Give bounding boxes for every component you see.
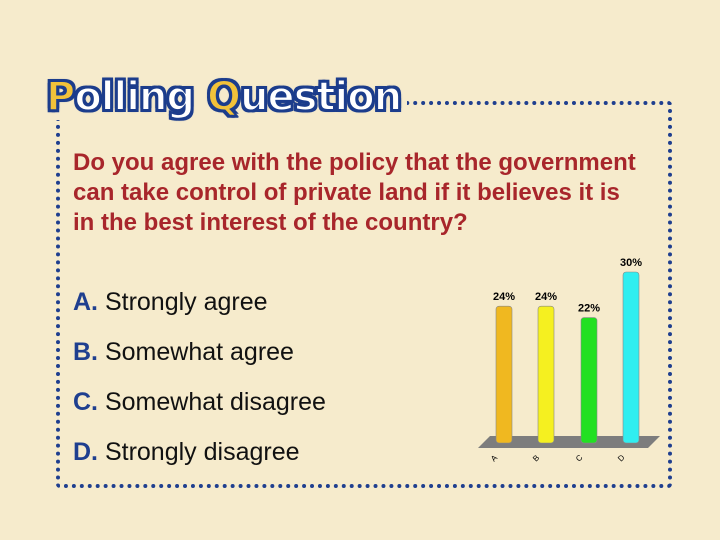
question-text: Do you agree with the policy that the go… xyxy=(73,149,636,236)
data-label: 24% xyxy=(535,291,557,303)
data-label: 30% xyxy=(620,257,642,269)
bar-D xyxy=(622,271,640,444)
category-label: A xyxy=(489,453,500,464)
data-label: 24% xyxy=(493,291,515,303)
polling-question-logo: Polling Question xyxy=(40,73,408,121)
data-label: 22% xyxy=(578,303,600,315)
answer-b: B. Somewhat agree xyxy=(73,338,294,366)
bar-B xyxy=(537,305,555,444)
category-label: D xyxy=(616,453,627,464)
answer-d: D. Strongly disagree xyxy=(73,438,300,466)
chart-floor xyxy=(478,436,660,448)
answer-c: C. Somewhat disagree xyxy=(73,388,326,416)
category-label: C xyxy=(574,453,585,464)
answer-a: A. Strongly agree xyxy=(73,288,268,316)
bar-A xyxy=(495,305,513,444)
bar-C xyxy=(580,317,598,444)
category-label: B xyxy=(531,453,541,463)
